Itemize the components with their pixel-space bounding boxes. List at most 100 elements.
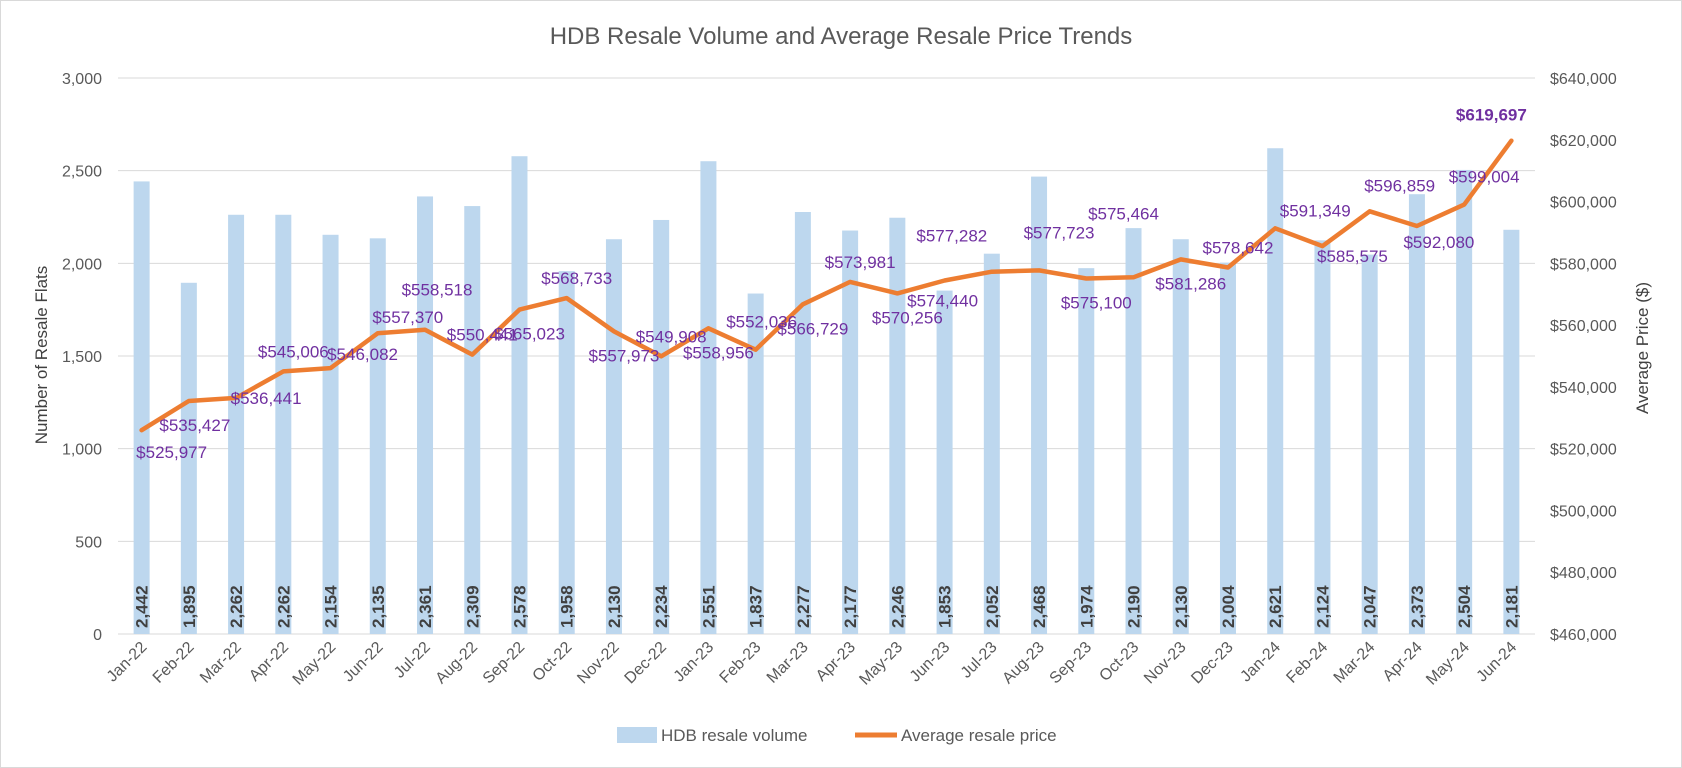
bar <box>700 161 717 634</box>
price-data-label: $581,286 <box>1155 274 1226 293</box>
bar-data-label: 2,277 <box>794 585 813 628</box>
bar <box>889 217 906 634</box>
bar-data-label: 2,621 <box>1266 585 1285 628</box>
x-tick-label: Feb-23 <box>717 639 765 687</box>
legend: HDB resale volume Average resale price <box>617 726 1057 745</box>
x-tick-label: Jun-24 <box>1474 639 1521 686</box>
legend-swatch-volume <box>617 727 657 743</box>
y-tick-label: 3,000 <box>62 71 102 88</box>
x-tick-label: Dec-23 <box>1188 639 1237 688</box>
x-tick-label: Aug-22 <box>433 639 482 688</box>
y-axis-title: Number of Resale Flats <box>32 266 51 445</box>
price-data-label: $558,518 <box>402 281 473 300</box>
price-data-label: $536,441 <box>231 389 302 408</box>
bar <box>1361 254 1378 634</box>
price-data-label: $552,036 <box>726 313 797 332</box>
x-tick-label: Jul-23 <box>958 639 1001 682</box>
y2-tick-label: $600,000 <box>1550 195 1617 212</box>
x-tick-label: Oct-23 <box>1096 639 1142 685</box>
gridlines <box>118 77 1535 635</box>
bar <box>1031 176 1048 634</box>
price-data-labels: $525,977 $535,427$536,441 $545,006$546,082… <box>136 106 1527 462</box>
bar-data-label: 2,177 <box>841 585 860 628</box>
chart-title: HDB Resale Volume and Average Resale Pri… <box>550 23 1133 50</box>
x-tick-label: Jan-24 <box>1237 639 1284 686</box>
bar <box>1267 148 1284 634</box>
price-data-label: $525,977 <box>136 443 207 462</box>
x-tick-label: May-24 <box>1423 639 1473 689</box>
price-data-label: $577,723 <box>1024 223 1095 242</box>
x-tick-label: Jul-22 <box>391 639 434 682</box>
x-tick-label: Apr-23 <box>813 639 859 685</box>
bar <box>936 290 953 634</box>
price-data-label: $570,256 <box>872 308 943 327</box>
price-data-label: $565,023 <box>494 325 565 344</box>
y2-tick-label: $460,000 <box>1550 627 1617 644</box>
bar <box>1503 229 1520 634</box>
bar <box>747 293 764 634</box>
bar <box>1456 169 1473 634</box>
bar <box>275 214 292 634</box>
bar-data-label: 2,262 <box>227 585 246 628</box>
x-tick-label: Aug-23 <box>999 639 1048 688</box>
y2-tick-label: $640,000 <box>1550 71 1617 88</box>
y2-tick-label: $580,000 <box>1550 256 1617 273</box>
bar <box>558 271 575 634</box>
bar <box>605 239 622 635</box>
price-data-label: $619,697 <box>1456 106 1527 125</box>
bar-data-label: 2,047 <box>1361 585 1380 628</box>
bar <box>417 196 434 635</box>
bar-data-label: 2,262 <box>274 585 293 628</box>
x-tick-label: Jun-22 <box>340 639 387 686</box>
bar-data-label: 2,130 <box>605 585 624 628</box>
y2-axis-title: Average Price ($) <box>1633 282 1652 414</box>
bar <box>1408 194 1425 635</box>
price-data-label: $575,100 <box>1061 293 1132 312</box>
y2-tick-label: $480,000 <box>1550 565 1617 582</box>
price-data-label: $574,440 <box>907 292 978 311</box>
y2-tick-label: $540,000 <box>1550 380 1617 397</box>
x-tick-label: Jan-23 <box>671 639 718 686</box>
price-data-label: $585,575 <box>1317 247 1388 266</box>
bar <box>511 156 528 634</box>
y-tick-label: 2,500 <box>62 164 102 181</box>
bar-data-label: 2,234 <box>652 585 671 628</box>
price-data-label: $545,006 <box>258 342 329 361</box>
bar <box>369 238 386 634</box>
price-data-label: $573,981 <box>825 253 896 272</box>
bar-data-label: 2,004 <box>1219 585 1238 628</box>
bar <box>1172 239 1189 635</box>
bar-data-label: 1,837 <box>747 585 766 628</box>
y-tick-label: 2,000 <box>62 256 102 273</box>
x-tick-label: Feb-22 <box>150 639 198 687</box>
price-data-label: $535,427 <box>159 416 230 435</box>
x-tick-label: Apr-24 <box>1380 639 1426 685</box>
bar-data-labels: 2,442 1,895 2,262 2,262 2,154 2,135 2,361 2,309… <box>133 585 1522 628</box>
bar-data-label: 1,853 <box>936 585 955 628</box>
bar-series <box>133 148 1520 635</box>
bar-data-label: 2,578 <box>510 585 529 628</box>
legend-label-volume: HDB resale volume <box>661 726 807 745</box>
price-data-label: $592,080 <box>1403 233 1474 252</box>
bar <box>228 214 245 634</box>
price-data-label: $577,282 <box>916 227 987 246</box>
price-data-label: $557,973 <box>588 346 659 365</box>
price-line <box>139 138 1514 433</box>
x-tick-label: May-22 <box>290 639 340 689</box>
price-data-label: $546,082 <box>327 345 398 364</box>
bar-data-label: 2,181 <box>1502 585 1521 628</box>
bar <box>983 253 1000 635</box>
bar-data-label: 1,974 <box>1077 585 1096 628</box>
y2-tick-label: $620,000 <box>1550 133 1617 150</box>
bar-data-label: 2,468 <box>1030 585 1049 628</box>
y2-tick-label: $500,000 <box>1550 503 1617 520</box>
price-data-label: $568,733 <box>541 269 612 288</box>
bar <box>180 282 197 634</box>
bar-data-label: 2,124 <box>1313 585 1332 628</box>
bar <box>842 230 859 634</box>
y2-tick-label: $560,000 <box>1550 318 1617 335</box>
bar-data-label: 1,958 <box>558 585 577 628</box>
x-tick-label: Mar-23 <box>764 639 812 687</box>
bar-data-label: 2,135 <box>369 585 388 628</box>
bar-data-label: 2,130 <box>1172 585 1191 628</box>
